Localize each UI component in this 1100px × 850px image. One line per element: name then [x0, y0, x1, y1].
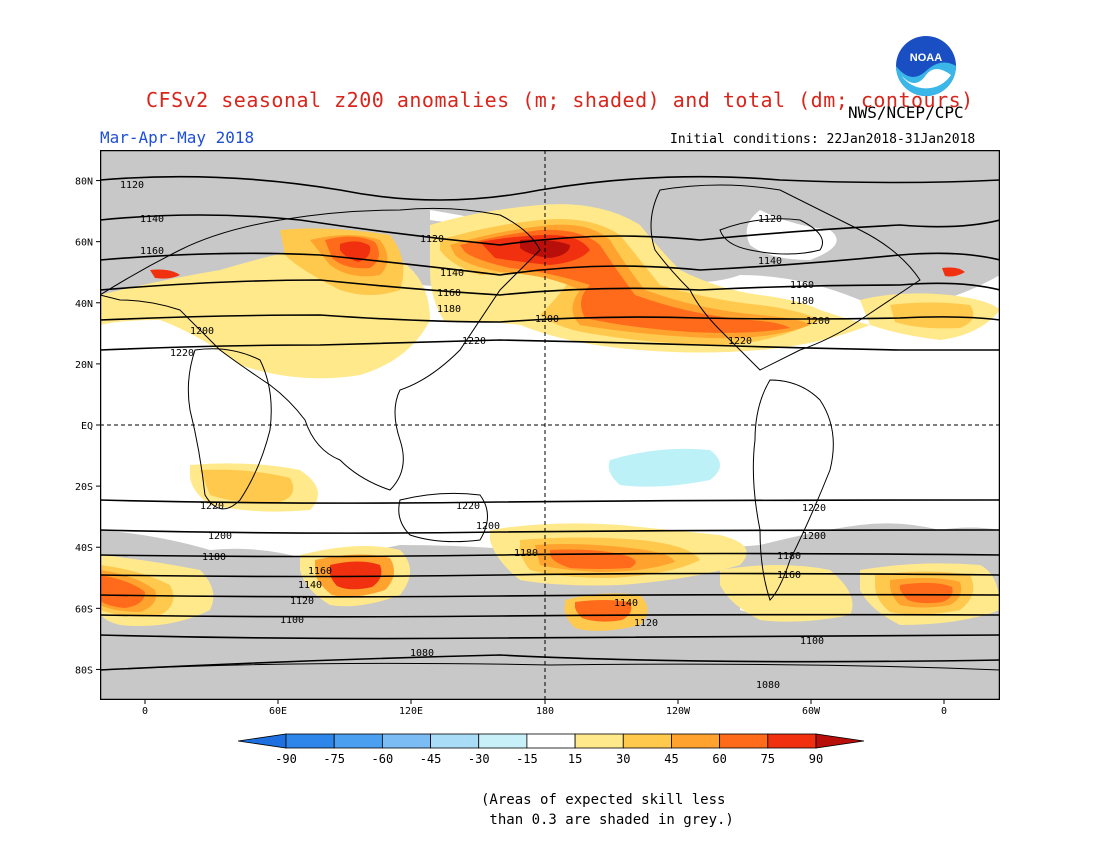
- contour-label: 1140: [614, 598, 638, 609]
- lon-label: 60E: [269, 706, 287, 717]
- colorbar-tick-label: -60: [372, 752, 394, 766]
- colorbar-segment: [478, 733, 528, 749]
- positive-anomaly-shading: [100, 204, 1000, 631]
- colorbar-tick-label: -45: [420, 752, 442, 766]
- lat-label: 20N: [75, 360, 93, 371]
- lat-label: 80N: [75, 177, 93, 188]
- contour-label: 1200: [208, 531, 232, 542]
- noaa-logo: NOAA: [896, 36, 956, 96]
- lat-label: 40N: [75, 299, 93, 310]
- contour-label: 1160: [140, 246, 164, 257]
- contour-label: 1220: [456, 501, 480, 512]
- contour-label: 1100: [280, 615, 304, 626]
- contour-label: 1120: [420, 234, 444, 245]
- colorbar-tick-label: -15: [516, 752, 538, 766]
- lon-label: 120W: [666, 706, 691, 717]
- colorbar: -90 -75 -60 -45 -30 -15 15 30 45 60 75 90: [238, 733, 864, 766]
- lat-label: 60N: [75, 238, 93, 249]
- colorbar-segment: [526, 733, 576, 749]
- lon-label: 0: [142, 706, 148, 717]
- logo-text: NOAA: [910, 52, 942, 64]
- contour-label: 1200: [476, 521, 500, 532]
- colorbar-segment: [671, 733, 721, 749]
- colorbar-tick-label: 45: [664, 752, 678, 766]
- coastlines: [100, 184, 1000, 671]
- colorbar-right-arrow: [815, 733, 864, 749]
- contour-label: 1120: [634, 618, 658, 629]
- colorbar-tick-label: 90: [809, 752, 823, 766]
- anomaly-map: 1120 1140 1160 1200 1220 1120 1140 1160 …: [100, 150, 1000, 700]
- lon-label: 0: [941, 706, 947, 717]
- contour-label: 1140: [758, 256, 782, 267]
- colorbar-left-arrow: [238, 733, 287, 749]
- contour-label: 1220: [728, 336, 752, 347]
- contour-label: 1180: [790, 296, 814, 307]
- contour-label: 1160: [790, 280, 814, 291]
- contour-label: 1100: [800, 636, 824, 647]
- contour-label: 1220: [200, 501, 224, 512]
- reference-lines: [100, 150, 1000, 700]
- colorbar-segment: [622, 733, 672, 749]
- contour-label: 1200: [190, 326, 214, 337]
- colorbar-tick-label: 30: [616, 752, 630, 766]
- contour-label: 1180: [437, 304, 461, 315]
- initial-conditions-label: Initial conditions: 22Jan2018-31Jan2018: [670, 132, 976, 147]
- colorbar-segment: [333, 733, 383, 749]
- contour-label: 1200: [806, 316, 830, 327]
- colorbar-segment: [285, 733, 335, 749]
- nh-contours: [100, 175, 1000, 351]
- lat-label: 40S: [75, 543, 93, 554]
- contour-label: 1160: [308, 566, 332, 577]
- contour-label: 1220: [170, 348, 194, 359]
- colorbar-segment: [574, 733, 624, 749]
- negative-anomaly-shading: [608, 448, 720, 487]
- lat-label: 60S: [75, 604, 93, 615]
- agency-label: NWS/NCEP/CPC: [848, 103, 964, 122]
- colorbar-segment: [719, 733, 769, 749]
- lon-label: 180: [536, 706, 554, 717]
- contour-label: 1080: [410, 648, 434, 659]
- colorbar-segment: [430, 733, 480, 749]
- contour-label: 1140: [140, 214, 164, 225]
- contour-label: 1180: [202, 552, 226, 563]
- contour-label: 1120: [758, 214, 782, 225]
- contour-label: 1220: [802, 503, 826, 514]
- contour-label: 1120: [290, 596, 314, 607]
- contour-label: 1160: [437, 288, 461, 299]
- contour-label: 1080: [756, 680, 780, 691]
- colorbar-tick-label: -30: [468, 752, 490, 766]
- lon-label: 60W: [802, 706, 821, 717]
- skill-note: (Areas of expected skill less than 0.3 a…: [481, 792, 734, 828]
- contour-label: 1140: [440, 268, 464, 279]
- map-title: CFSv2 seasonal z200 anomalies (m; shaded…: [146, 88, 974, 112]
- colorbar-tick-label: 60: [712, 752, 726, 766]
- colorbar-tick-label: -75: [323, 752, 345, 766]
- contour-label: 1120: [120, 180, 144, 191]
- contour-label: 1140: [298, 580, 322, 591]
- contour-label: 1160: [777, 570, 801, 581]
- colorbar-tick-label: -90: [275, 752, 297, 766]
- contour-label: 1200: [535, 314, 559, 325]
- contour-label: 1180: [777, 551, 801, 562]
- colorbar-tick-label: 75: [761, 752, 775, 766]
- colorbar-tick-label: 15: [568, 752, 582, 766]
- contour-label: 1180: [514, 548, 538, 559]
- contour-label: 1220: [462, 336, 486, 347]
- colorbar-segment: [767, 733, 817, 749]
- colorbar-segment: [381, 733, 431, 749]
- lat-label: EQ: [81, 421, 93, 432]
- lat-label: 20S: [75, 482, 93, 493]
- lon-label: 120E: [399, 706, 423, 717]
- lat-label: 80S: [75, 665, 93, 676]
- season-label: Mar-Apr-May 2018: [100, 128, 255, 147]
- sh-contours: [100, 499, 1000, 671]
- contour-label: 1200: [802, 531, 826, 542]
